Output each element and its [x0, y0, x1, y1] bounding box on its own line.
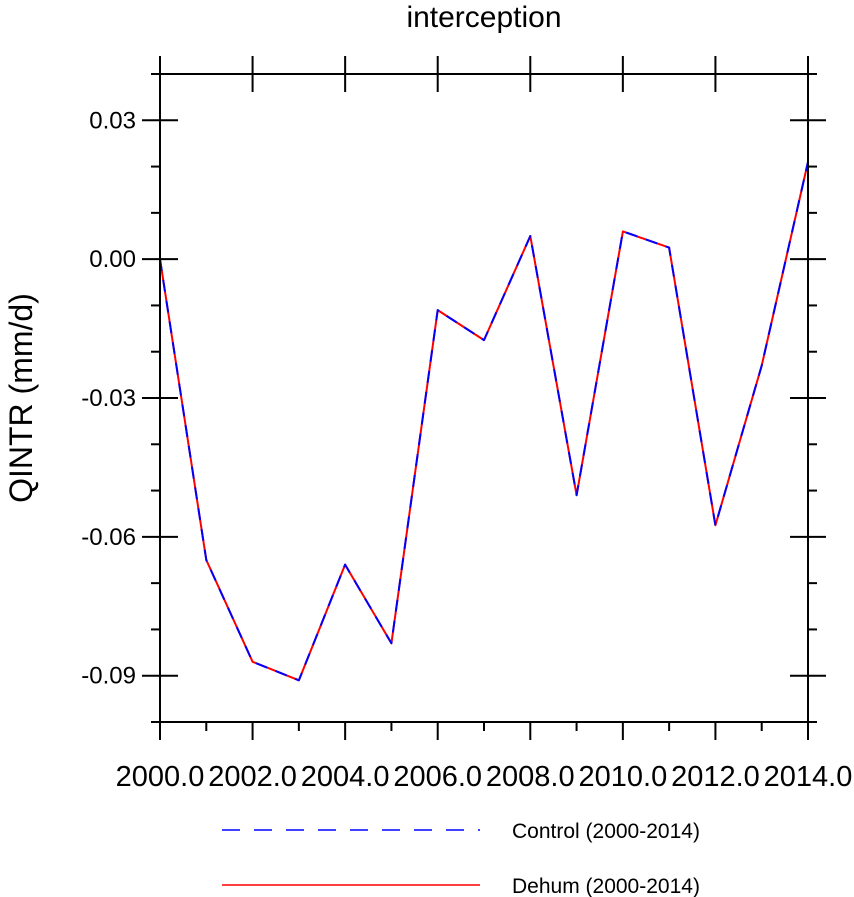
y-tick-label: -0.06	[81, 524, 136, 551]
y-tick-label: 0.03	[89, 107, 136, 134]
y-tick-labels: 0.03 0.00 -0.03 -0.06 -0.09	[81, 107, 136, 689]
x-tick-label: 2012.0	[671, 761, 760, 793]
chart-title: interception	[406, 1, 561, 34]
ticks-layer	[142, 56, 826, 740]
x-tick-label: 2004.0	[301, 761, 390, 793]
x-tick-label: 2000.0	[116, 761, 205, 793]
y-axis-label: QINTR (mm/d)	[3, 293, 39, 503]
legend-label: Dehum (2000-2014)	[512, 875, 700, 897]
legend-label: Control (2000-2014)	[512, 820, 700, 843]
x-tick-label: 2008.0	[486, 761, 575, 793]
series-line-control	[159, 161, 809, 682]
x-tick-label: 2006.0	[393, 761, 482, 793]
series-layer	[159, 161, 809, 682]
y-tick-label: -0.03	[81, 385, 136, 412]
y-tick-label: 0.00	[89, 246, 136, 273]
x-tick-labels: 2000.0 2002.0 2004.0 2006.0 2008.0 2010.0 2012…	[116, 761, 853, 793]
y-tick-label: -0.09	[81, 663, 136, 690]
plot-frame	[159, 73, 809, 723]
series-line-dehum	[159, 161, 809, 682]
x-tick-label: 2014.0	[764, 761, 853, 793]
legend: Control (2000-2014) Dehum (2000-2014)	[222, 820, 700, 897]
x-tick-label: 2002.0	[208, 761, 297, 793]
x-tick-label: 2010.0	[579, 761, 668, 793]
